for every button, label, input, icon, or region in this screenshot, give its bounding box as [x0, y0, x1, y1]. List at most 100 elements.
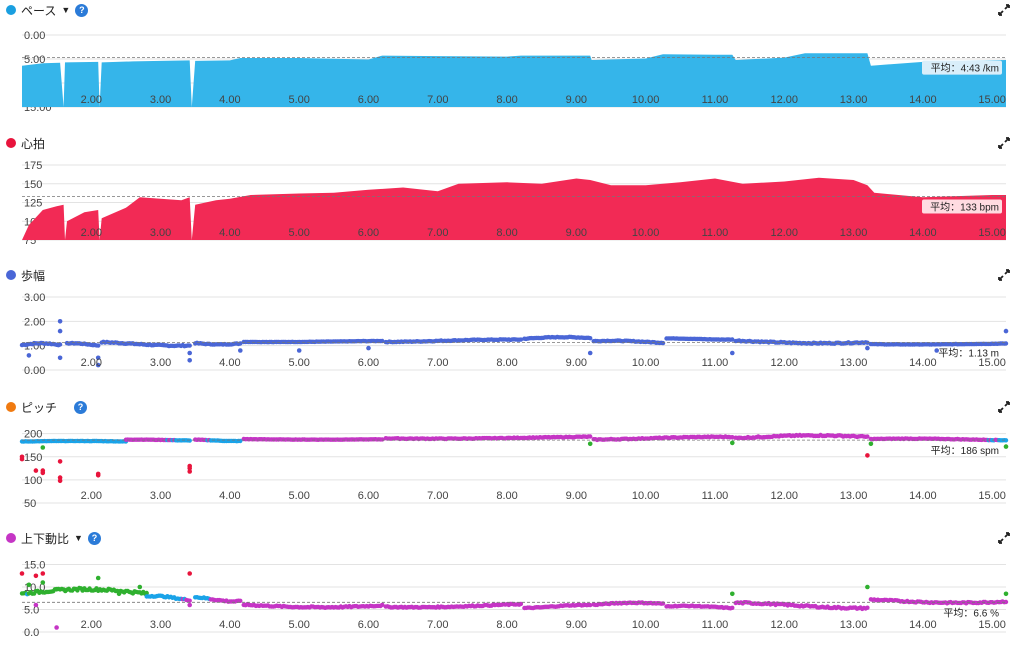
x-tick-label: 4.00 [219, 357, 240, 369]
outlier-point [187, 602, 192, 608]
x-tick-label: 2.00 [81, 490, 102, 502]
vr-title-text: 上下動比 [21, 531, 70, 546]
data-point [730, 605, 735, 610]
x-tick-label: 8.00 [496, 490, 517, 502]
x-tick-label: 5.00 [288, 227, 309, 239]
x-tick-label: 14.00 [909, 619, 937, 631]
cadence-panel: ピッチ ? 50 100 150 200 平均：186 spm 2.00 3.00 4.00 5… [0, 397, 1024, 527]
average-label: 平均：133 bpm [930, 202, 999, 214]
x-tick-label: 13.00 [840, 94, 868, 106]
area-series [22, 53, 1006, 107]
help-icon[interactable]: ? [75, 3, 89, 17]
help-icon[interactable]: ? [87, 531, 101, 545]
x-tick-label: 7.00 [427, 357, 448, 369]
outlier-point [238, 348, 243, 353]
vr-title[interactable]: 上下動比 ▼ ? [6, 528, 101, 548]
x-tick-label: 11.00 [702, 357, 729, 369]
y-tick-label: 5.00 [24, 54, 45, 66]
outlier-point [26, 582, 32, 588]
x-tick-label: 11.00 [702, 227, 729, 239]
heart-rate-panel: 心拍 75100125150175平均：133 bpm2.003.004.005… [0, 133, 1024, 263]
x-tick-label: 13.00 [840, 490, 868, 502]
x-tick-label: 2.00 [81, 619, 102, 631]
y-tick-label: 150 [24, 452, 42, 464]
x-tick-label: 10.00 [632, 357, 660, 369]
outlier-point [19, 454, 25, 460]
data-point [380, 437, 385, 442]
data-point [187, 598, 192, 603]
expand-icon[interactable] [998, 137, 1010, 149]
x-tick-label: 8.00 [496, 357, 517, 369]
vr-chart: 0.05.010.015.0平均：6.6 %2.00 3.00 4.00 5.00 6.… [19, 560, 1009, 639]
y-tick-label: 125 [24, 198, 42, 210]
x-tick-label: 13.00 [840, 227, 868, 239]
expand-icon[interactable] [998, 269, 1010, 281]
outlier-point [187, 571, 192, 576]
x-tick-label: 6.00 [358, 94, 379, 106]
x-tick-label: 15.00 [978, 357, 1006, 369]
data-point [865, 605, 870, 610]
x-tick-label: 5.00 [288, 619, 309, 631]
outlier-point [187, 350, 192, 356]
pace-title-text: ペース [21, 3, 57, 18]
data-point [518, 601, 524, 607]
x-tick-label: 9.00 [566, 94, 587, 106]
data-point [238, 598, 243, 603]
x-tick-label: 14.00 [909, 357, 937, 369]
y-tick-label: 150 [24, 179, 42, 191]
chevron-down-icon[interactable]: ▼ [74, 533, 83, 543]
outlier-point [33, 602, 39, 608]
x-tick-label: 7.00 [427, 227, 448, 239]
outlier-point [95, 362, 101, 368]
x-tick-label: 14.00 [909, 94, 937, 106]
x-tick-label: 9.00 [566, 227, 587, 239]
x-tick-label: 15.00 [978, 94, 1006, 106]
x-tick-label: 11.00 [702, 490, 729, 502]
y-tick-label: 175 [24, 160, 42, 172]
outlier-point [40, 445, 46, 450]
data-point [1003, 341, 1009, 346]
outlier-point [33, 468, 39, 473]
pace-title[interactable]: ペース ▼ ? [6, 0, 89, 20]
data-point [518, 337, 524, 342]
outlier-point [865, 345, 870, 351]
stride-title: 歩幅 [6, 265, 45, 285]
chevron-down-icon[interactable]: ▼ [61, 5, 71, 15]
outlier-point [865, 584, 870, 590]
cadence-title-text: ピッチ [21, 400, 58, 415]
outlier-point [57, 475, 63, 480]
data-point [380, 602, 385, 607]
data-point [187, 343, 192, 348]
expand-icon[interactable] [998, 532, 1010, 544]
outlier-point [868, 441, 874, 447]
outlier-point [19, 571, 25, 576]
data-point [865, 434, 870, 439]
area-series [22, 177, 1006, 240]
expand-icon[interactable] [998, 4, 1010, 16]
x-tick-label: 3.00 [150, 357, 171, 369]
expand-icon[interactable] [998, 401, 1010, 413]
outlier-point [40, 470, 46, 476]
x-tick-label: 10.00 [632, 227, 660, 239]
x-tick-label: 10.00 [632, 490, 660, 502]
outlier-point [366, 345, 371, 351]
outlier-point [57, 328, 63, 334]
y-tick-label: 200 [24, 429, 42, 441]
data-point [660, 340, 666, 346]
outlier-point [57, 459, 63, 464]
help-icon[interactable]: ? [74, 400, 88, 414]
y-tick-label: 15.0 [24, 560, 45, 572]
stride-title-text: 歩幅 [21, 268, 46, 283]
x-tick-label: 15.00 [978, 227, 1006, 239]
x-tick-label: 10.00 [632, 619, 660, 631]
x-tick-label: 15.00 [978, 619, 1006, 631]
x-tick-label: 14.00 [909, 227, 937, 239]
outlier-point [95, 471, 101, 477]
stride-legend-dot [6, 270, 16, 280]
outlier-point [116, 591, 122, 597]
outlier-point [296, 348, 302, 353]
x-tick-label: 9.00 [566, 490, 587, 502]
x-tick-label: 4.00 [219, 227, 240, 239]
pace-panel: ペース ▼ ? 0.00 5.00 10.00 15.00 平均：4:43 /km 2.0… [0, 0, 1024, 130]
